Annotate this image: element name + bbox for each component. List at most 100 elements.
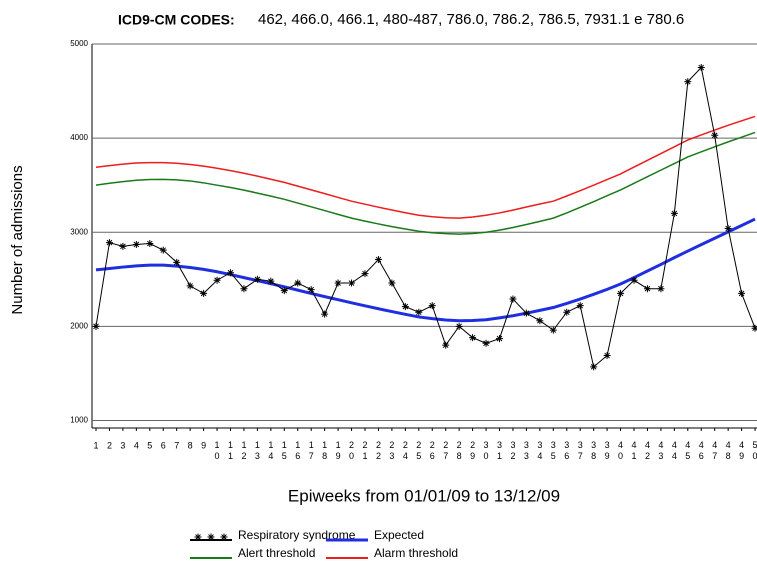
data-point [442, 341, 450, 349]
x-tick-label: 1 [93, 440, 98, 450]
y-tick-label: 3000 [70, 227, 88, 236]
x-tick-label: 6 [161, 440, 166, 450]
y-tick-label: 2000 [70, 321, 88, 330]
data-point [227, 269, 234, 277]
legend-label: Alarm threshold [374, 546, 458, 560]
data-point [496, 335, 503, 343]
data-point [361, 270, 369, 278]
data-point [509, 295, 517, 303]
data-point [307, 286, 315, 294]
data-point [267, 277, 275, 285]
legend-marker [207, 533, 215, 541]
data-point [240, 285, 248, 293]
series-line [95, 66, 756, 368]
data-point [119, 242, 127, 250]
y-tick-label: 4000 [70, 133, 88, 142]
data-point [374, 256, 382, 264]
data-point [186, 282, 194, 290]
data-point [401, 303, 409, 311]
y-tick-label: 1000 [70, 416, 88, 425]
x-tick-label: 5 [147, 440, 152, 450]
x-tick-label: 7 [174, 440, 179, 450]
data-point [563, 308, 571, 316]
data-point [738, 289, 746, 297]
data-point [469, 334, 477, 342]
data-point [159, 246, 167, 254]
data-point [522, 309, 530, 317]
legend-marker [194, 533, 202, 541]
series-line [95, 131, 756, 235]
data-point [684, 78, 692, 86]
x-axis-label: Epiweeks from 01/01/09 to 13/12/09 [288, 486, 560, 505]
data-point [348, 279, 356, 287]
data-point [415, 308, 423, 316]
legend-label: Expected [374, 528, 424, 542]
data-point [146, 240, 154, 248]
data-point [253, 275, 261, 283]
chart-title: ICD9-CM CODES: [118, 12, 235, 28]
data-point [388, 279, 396, 287]
legend-label: Alert threshold [238, 546, 315, 560]
data-point [455, 322, 463, 330]
series-line [95, 217, 756, 323]
y-tick-label: 5000 [70, 39, 88, 48]
data-point [321, 310, 329, 318]
data-point [173, 258, 181, 266]
legend-marker [220, 533, 228, 541]
series-line [95, 115, 756, 219]
x-tick-label: 4 [134, 440, 139, 450]
data-point [334, 279, 342, 287]
data-point [576, 302, 584, 310]
x-tick-label: 2 [107, 440, 112, 450]
data-point [132, 240, 140, 248]
data-point [643, 285, 651, 293]
data-point [603, 352, 611, 360]
data-point [670, 209, 678, 217]
data-point [657, 285, 665, 293]
data-point [617, 289, 625, 297]
data-point [200, 289, 208, 297]
data-point [711, 131, 719, 139]
data-point [751, 324, 757, 332]
data-point [724, 224, 732, 232]
data-point [697, 64, 705, 72]
data-point [590, 363, 598, 371]
data-point [92, 322, 100, 330]
data-point [482, 339, 490, 347]
data-point [294, 279, 302, 287]
